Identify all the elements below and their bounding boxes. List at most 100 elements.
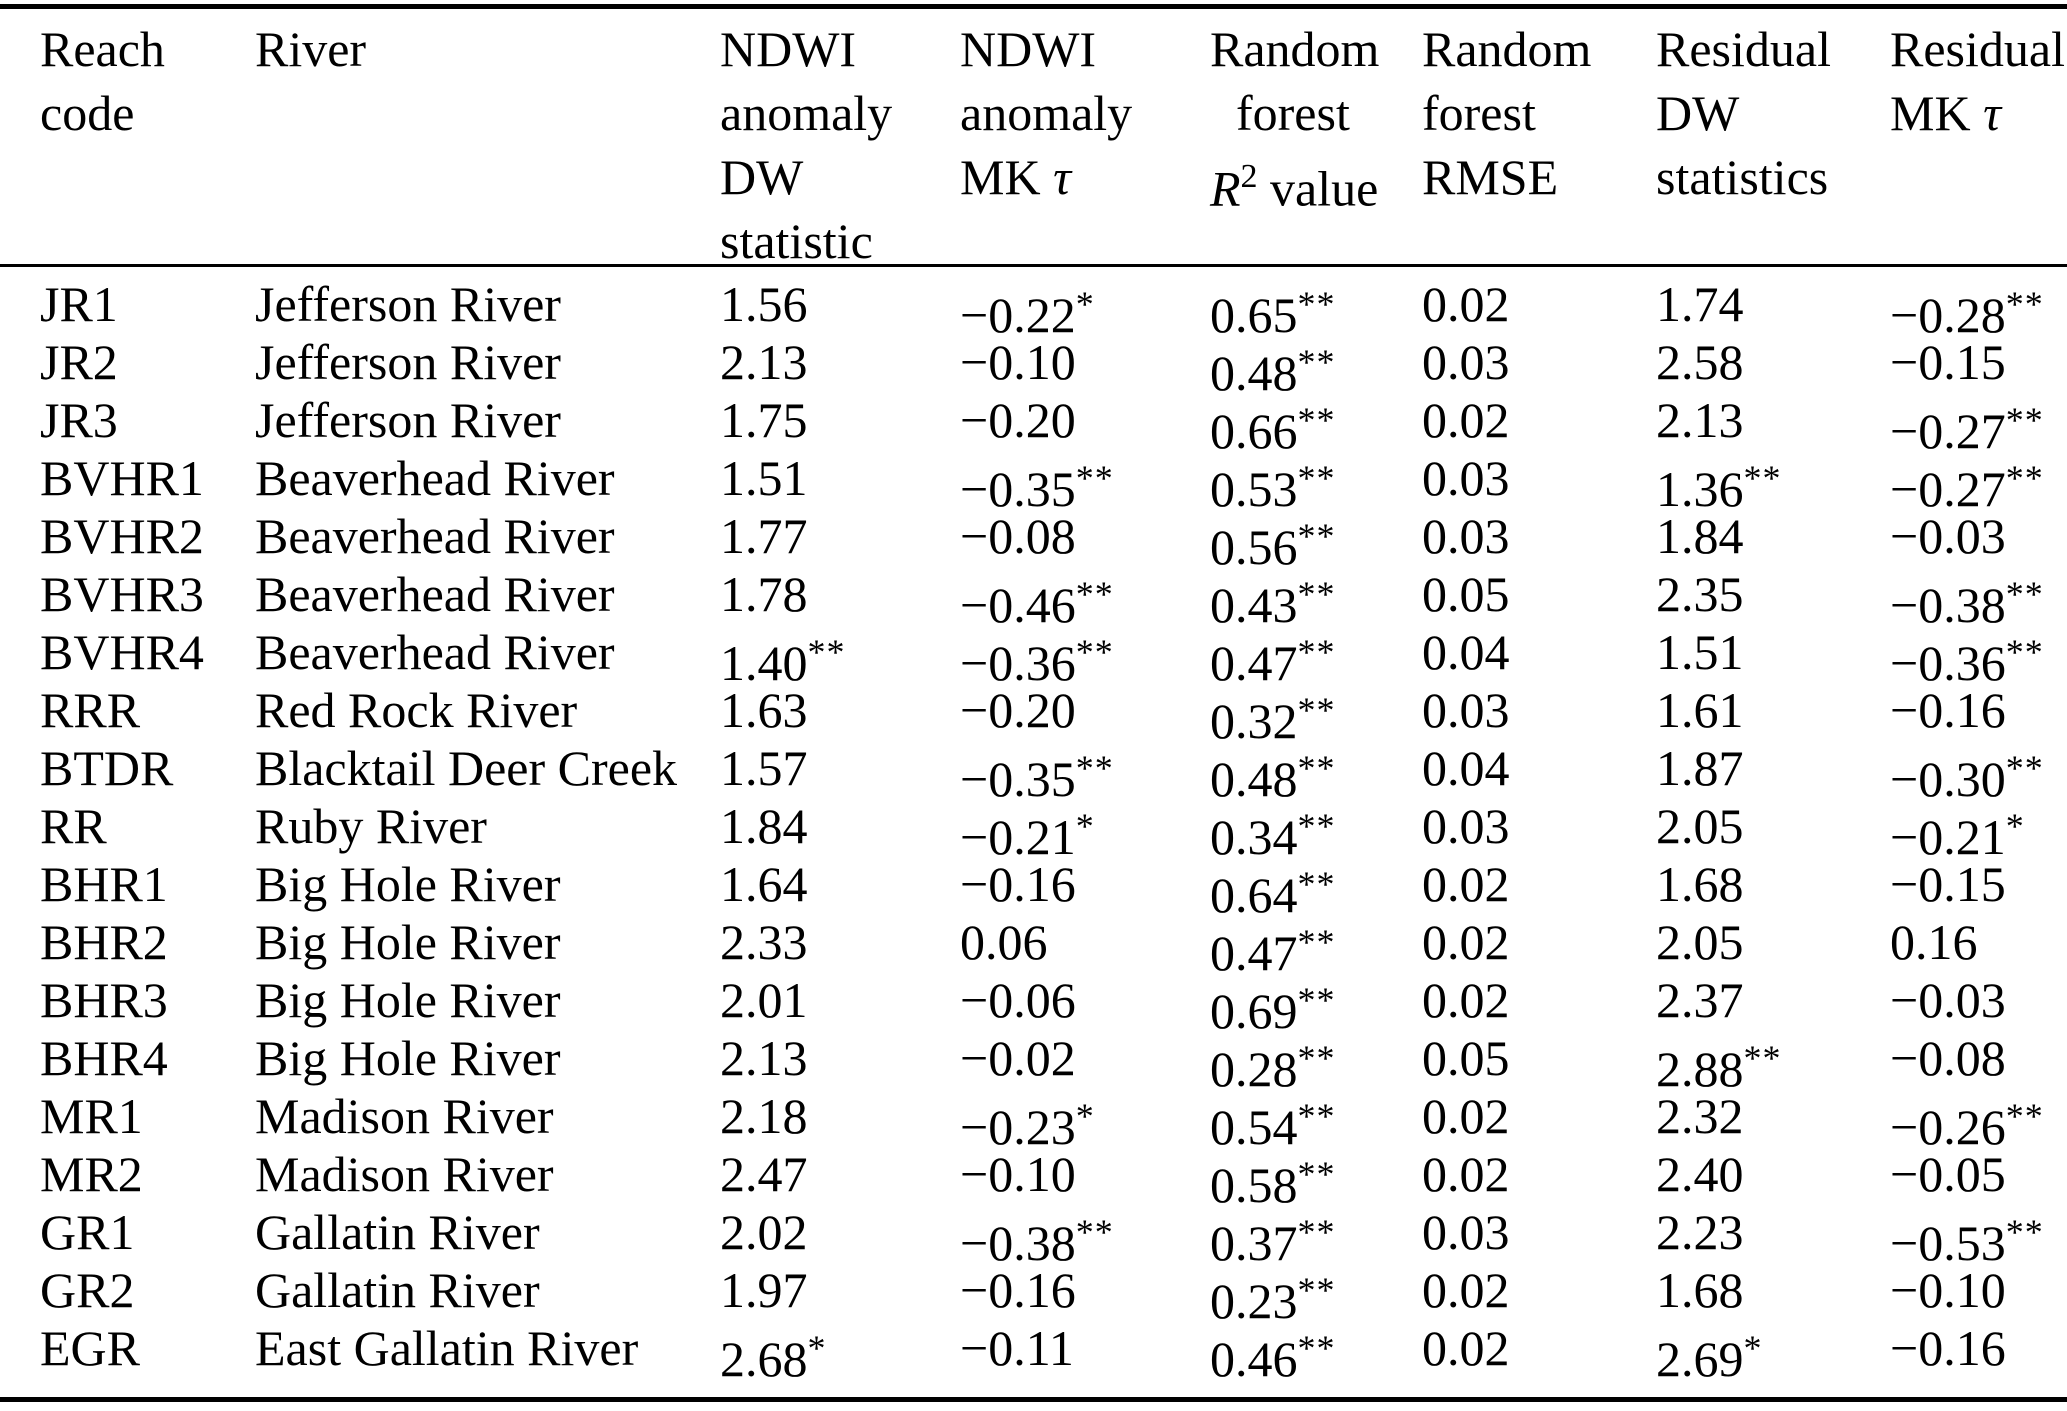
significance-asterisk: * [1743,1328,1763,1368]
table-row: BVHR1 Beaverhead River 1.51 −0.35** 0.53** 0.… [0,449,2067,517]
cell-rf_rmse: 0.03 [1422,450,1510,506]
cell-ndwi_mk: −0.10 [960,334,1076,390]
table-row: BHR2 Big Hole River 2.33 0.06 0.47** 0.02 2.05… [0,913,2067,981]
cell-rf_r2: 0.64** [1210,864,1336,924]
cell-rf_r2: 0.28** [1210,1038,1336,1098]
column-header-rf_rmse: Random forest RMSE [1422,9,1656,273]
table-row: BHR3 Big Hole River 2.01 −0.06 0.69** 0.02 2.3… [0,971,2067,1039]
significance-asterisk: ** [2005,458,2044,498]
cell-res_mk: −0.16 [1890,1320,2006,1376]
significance-asterisk: ** [1297,284,1336,324]
column-header-res_dw: Residual DW statistics [1656,9,1890,273]
column-header-line: Random [1422,21,1592,77]
significance-asterisk: ** [1743,458,1782,498]
cell-res_mk: −0.36** [1890,632,2044,692]
table-row: RR Ruby River 1.84 −0.21* 0.34** 0.03 2.05 −0.2… [0,797,2067,865]
cell-ndwi_mk: −0.23* [960,1096,1095,1156]
cell-code: GR2 [40,1262,135,1318]
cell-ndwi_dw: 1.64 [720,856,808,912]
column-header-line: anomaly [960,85,1133,141]
significance-asterisk: * [807,1328,827,1368]
column-header-line: River [255,21,367,77]
cell-code: RR [40,798,107,854]
cell-res_dw: 1.68 [1656,1262,1744,1318]
cell-rf_r2: 0.37** [1210,1212,1336,1272]
cell-rf_r2: 0.58** [1210,1154,1336,1214]
cell-river: Jefferson River [255,334,561,390]
table-header-row: Reach code River NDWI anomaly DW statistic NDWI… [0,9,2065,269]
column-header-line: MK τ [960,149,1071,205]
cell-res_mk: −0.28** [1890,284,2044,344]
cell-res_dw: 1.36** [1656,458,1782,518]
cell-ndwi_mk: −0.36** [960,632,1114,692]
cell-res_mk: −0.53** [1890,1212,2044,1272]
column-header-ndwi_mk: NDWI anomaly MK τ [960,9,1210,273]
cell-rf_r2: 0.47** [1210,632,1336,692]
cell-res_mk: −0.15 [1890,334,2006,390]
cell-rf_r2: 0.48** [1210,748,1336,808]
tau-symbol: τ [1983,85,2001,141]
tau-symbol: τ [1053,149,1071,205]
table-row: EGR East Gallatin River 2.68* −0.11 0.46** 0.… [0,1319,2067,1387]
cell-res_mk: −0.10 [1890,1262,2006,1318]
cell-code: BVHR2 [40,508,204,564]
cell-rf_r2: 0.23** [1210,1270,1336,1330]
cell-code: JR2 [40,334,118,390]
significance-asterisk: ** [1297,1154,1336,1194]
cell-ndwi_mk: −0.06 [960,972,1076,1028]
column-header-code: Reach code [40,9,255,273]
cell-ndwi_dw: 1.57 [720,740,808,796]
cell-res_dw: 1.74 [1656,276,1744,332]
cell-res_mk: −0.21* [1890,806,2025,866]
cell-res_mk: −0.38** [1890,574,2044,634]
significance-asterisk: ** [1075,748,1114,788]
cell-river: Beaverhead River [255,566,615,622]
table-row: BTDR Blacktail Deer Creek 1.57 −0.35** 0.48*… [0,739,2067,807]
cell-res_dw: 2.05 [1656,798,1744,854]
significance-asterisk: ** [2005,632,2044,672]
cell-ndwi_dw: 2.33 [720,914,808,970]
cell-ndwi_mk: −0.20 [960,682,1076,738]
cell-rf_r2: 0.34** [1210,806,1336,866]
cell-river: Beaverhead River [255,450,615,506]
cell-ndwi_dw: 2.47 [720,1146,808,1202]
cell-rf_rmse: 0.04 [1422,740,1510,796]
cell-rf_rmse: 0.05 [1422,566,1510,622]
cell-res_mk: −0.03 [1890,972,2006,1028]
significance-asterisk: ** [1297,748,1336,788]
cell-code: RRR [40,682,141,738]
cell-river: Ruby River [255,798,487,854]
cell-river: Beaverhead River [255,508,615,564]
column-header-line: NDWI [960,21,1097,77]
cell-code: EGR [40,1320,140,1376]
table-row: GR1 Gallatin River 2.02 −0.38** 0.37** 0.03 2.… [0,1203,2067,1271]
significance-asterisk: ** [1075,1212,1114,1252]
table-row: JR1 Jefferson River 1.56 −0.22* 0.65** 0.02 1.… [0,275,2067,343]
cell-river: Madison River [255,1088,554,1144]
cell-ndwi_dw: 1.40** [720,632,846,692]
cell-ndwi_mk: −0.16 [960,1262,1076,1318]
cell-rf_r2: 0.53** [1210,458,1336,518]
cell-ndwi_dw: 2.13 [720,334,808,390]
cell-ndwi_dw: 1.63 [720,682,808,738]
cell-res_dw: 2.69* [1656,1328,1763,1388]
cell-code: MR2 [40,1146,143,1202]
significance-asterisk: ** [1297,516,1336,556]
cell-res_mk: −0.15 [1890,856,2006,912]
cell-code: BVHR3 [40,566,204,622]
significance-asterisk: * [1075,1096,1095,1136]
cell-ndwi_dw: 1.77 [720,508,808,564]
column-header-line: Reach [40,21,165,77]
significance-asterisk: ** [2005,1212,2044,1252]
significance-asterisk: ** [1075,458,1114,498]
cell-ndwi_mk: −0.16 [960,856,1076,912]
column-header-res_mk: Residual MK τ [1890,9,2065,273]
significance-asterisk: ** [2005,748,2044,788]
cell-code: BVHR4 [40,624,204,680]
cell-ndwi_dw: 2.18 [720,1088,808,1144]
significance-asterisk: ** [1297,980,1336,1020]
cell-rf_r2: 0.46** [1210,1328,1336,1388]
cell-rf_rmse: 0.02 [1422,972,1510,1028]
cell-res_dw: 1.84 [1656,508,1744,564]
